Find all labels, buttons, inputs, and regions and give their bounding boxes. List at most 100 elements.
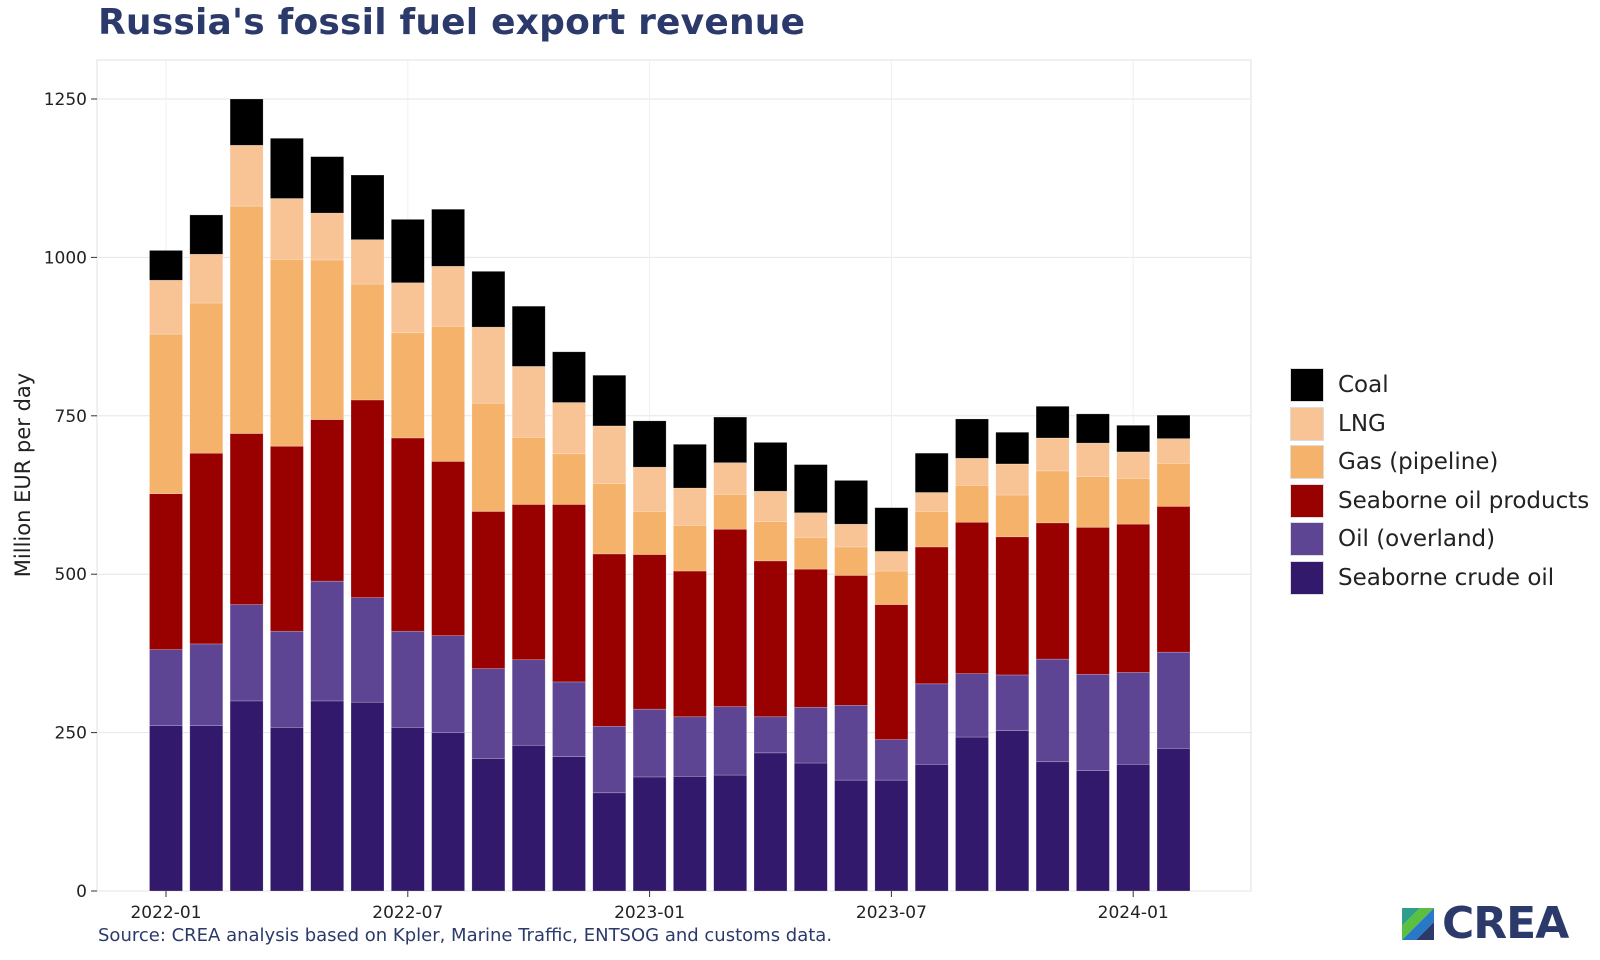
x-tick-label: 2023-07 bbox=[856, 903, 927, 923]
bar-segment bbox=[753, 716, 788, 754]
bar-segment bbox=[189, 452, 224, 645]
bar-segment bbox=[1116, 425, 1150, 453]
bar-segment bbox=[390, 727, 425, 892]
bar-segment bbox=[793, 568, 828, 708]
bar-segment bbox=[270, 259, 304, 447]
legend-item: Coal bbox=[1290, 366, 1589, 405]
bar-segment bbox=[874, 507, 909, 552]
bar-segment bbox=[753, 560, 788, 718]
bar-segment bbox=[592, 374, 627, 427]
bar-segment bbox=[632, 420, 667, 468]
x-tick-label: 2022-01 bbox=[130, 903, 201, 923]
bar-segment bbox=[229, 144, 264, 207]
bar-segment bbox=[471, 758, 506, 892]
bar-segment bbox=[471, 402, 506, 512]
bar-segment bbox=[914, 511, 949, 548]
bar-segment bbox=[1076, 413, 1110, 444]
bar-segment bbox=[592, 725, 627, 794]
bar-segment bbox=[552, 453, 586, 505]
crea-logo-text: CREA bbox=[1442, 898, 1569, 949]
bar-segment bbox=[1035, 437, 1070, 472]
bar-segment bbox=[1076, 476, 1110, 528]
bar-segment bbox=[471, 271, 506, 328]
bar-segment bbox=[874, 739, 909, 781]
bar-segment bbox=[229, 98, 264, 146]
bar-segment bbox=[793, 706, 828, 764]
bar-segment bbox=[793, 537, 828, 570]
bar-segment bbox=[955, 485, 989, 523]
bar-segment bbox=[995, 431, 1030, 465]
legend-item: Seaborne crude oil bbox=[1290, 559, 1589, 598]
bar-segment bbox=[189, 214, 224, 255]
bar-segment bbox=[874, 551, 909, 572]
source-note: Source: CREA analysis based on Kpler, Ma… bbox=[98, 925, 833, 946]
bar-segment bbox=[189, 253, 224, 304]
y-tick-label: 500 bbox=[55, 565, 87, 585]
legend-label: Seaborne crude oil bbox=[1338, 564, 1555, 591]
bar-segment bbox=[753, 752, 788, 892]
bar-segment bbox=[511, 305, 546, 367]
bar-segment bbox=[552, 504, 586, 683]
bar-segment bbox=[753, 442, 788, 492]
bar-segment bbox=[632, 511, 667, 555]
bar-segment bbox=[229, 205, 264, 434]
bar-segment bbox=[1035, 522, 1070, 660]
bar-segment bbox=[149, 493, 183, 650]
bar-segment bbox=[1076, 527, 1110, 675]
bar-segment bbox=[1076, 770, 1110, 892]
bar-segment bbox=[955, 457, 989, 486]
bar-segment bbox=[310, 156, 345, 214]
bar-segment bbox=[632, 466, 667, 512]
legend-item: Seaborne oil products bbox=[1290, 482, 1589, 521]
bar-segment bbox=[1116, 763, 1150, 892]
bar-segment bbox=[1156, 438, 1191, 464]
bar-segment bbox=[995, 536, 1030, 676]
bar-segment bbox=[270, 198, 304, 260]
y-tick-label: 250 bbox=[55, 724, 87, 744]
bar-segment bbox=[390, 332, 425, 439]
y-tick-label: 750 bbox=[55, 407, 87, 427]
bar-segment bbox=[1116, 478, 1150, 525]
bar-segment bbox=[632, 554, 667, 710]
bar-segment bbox=[471, 326, 506, 404]
bar-segment bbox=[270, 727, 304, 892]
bar-segment bbox=[834, 523, 868, 548]
bar-segment bbox=[149, 333, 183, 495]
bar-segment bbox=[834, 575, 868, 706]
bar-segment bbox=[511, 504, 546, 661]
bar-segment bbox=[914, 683, 949, 765]
x-tick-label: 2023-01 bbox=[614, 903, 685, 923]
bar-segment bbox=[149, 279, 183, 335]
bar-segment bbox=[1156, 414, 1191, 439]
y-tick-label: 1000 bbox=[44, 248, 87, 268]
bar-segment bbox=[955, 673, 989, 738]
bar-segment bbox=[673, 716, 707, 777]
bar-segment bbox=[229, 604, 264, 702]
legend-item: Gas (pipeline) bbox=[1290, 443, 1589, 482]
bar-segment bbox=[592, 792, 627, 892]
legend-swatch bbox=[1290, 483, 1324, 518]
bar-segment bbox=[592, 553, 627, 727]
bar-segment bbox=[874, 779, 909, 892]
bar-segment bbox=[955, 418, 989, 459]
bar-segment bbox=[149, 250, 183, 281]
chart-title: Russia's fossil fuel export revenue bbox=[98, 2, 806, 43]
bar-segment bbox=[914, 452, 949, 493]
bar-segment bbox=[552, 351, 586, 403]
bar-segment bbox=[995, 463, 1030, 496]
bar-segment bbox=[270, 445, 304, 632]
bar-segment bbox=[189, 302, 224, 454]
bar-segment bbox=[1116, 672, 1150, 765]
bar-segment bbox=[995, 674, 1030, 731]
bar-segment bbox=[149, 649, 183, 726]
bar-segment bbox=[793, 512, 828, 538]
bar-segment bbox=[874, 604, 909, 740]
bar-segment bbox=[673, 570, 707, 718]
bar-segment bbox=[713, 706, 748, 776]
bar-segment bbox=[874, 570, 909, 605]
bar-segment bbox=[834, 480, 868, 525]
bar-segment bbox=[189, 643, 224, 726]
x-tick-label: 2022-07 bbox=[372, 903, 443, 923]
bar-segment bbox=[753, 521, 788, 562]
bar-segment bbox=[229, 700, 264, 892]
